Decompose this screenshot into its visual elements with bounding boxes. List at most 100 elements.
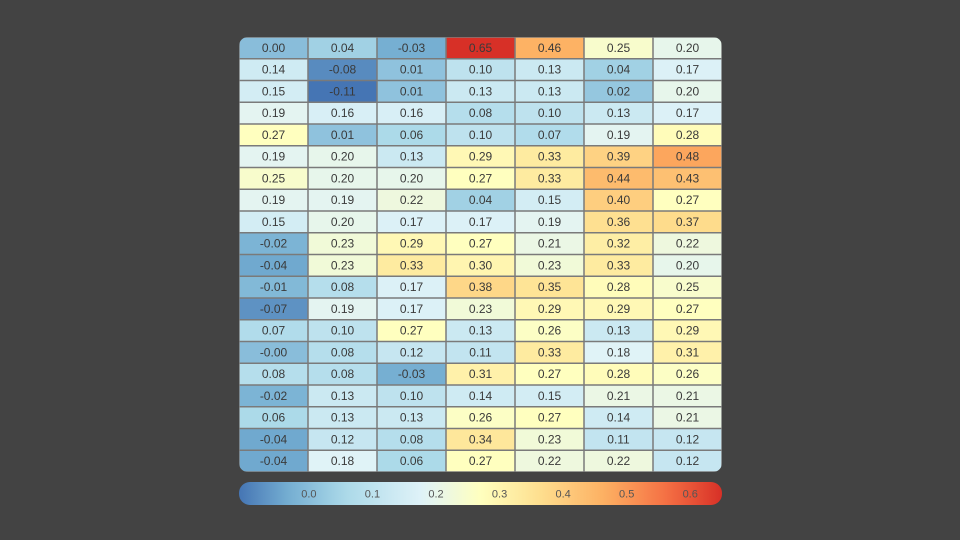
heatmap-cell-label: -0.02 (260, 389, 288, 403)
heatmap-cell-label: 0.39 (607, 150, 631, 164)
heatmap-cell-label: 0.27 (538, 411, 562, 425)
heatmap-cell-label: 0.04 (607, 63, 631, 77)
heatmap-cell-label: 0.21 (676, 389, 700, 403)
heatmap-cell-label: 0.07 (538, 128, 562, 142)
heatmap-cell-label: 0.06 (262, 411, 286, 425)
heatmap-cell-label: -0.08 (329, 63, 357, 77)
heatmap-cell (446, 429, 515, 450)
heatmap-cell-label: 0.23 (538, 432, 562, 446)
heatmap-cell-label: 0.08 (400, 432, 424, 446)
heatmap-cell-label: 0.33 (538, 150, 562, 164)
heatmap-cell-label: 0.12 (331, 432, 355, 446)
heatmap-cell (308, 255, 377, 276)
heatmap-cell (515, 233, 584, 254)
heatmap-cell (239, 298, 308, 319)
heatmap-cell (446, 146, 515, 167)
heatmap-cell (239, 59, 308, 80)
heatmap-cell (446, 233, 515, 254)
heatmap-cell (308, 385, 377, 406)
heatmap-cell-label: 0.13 (469, 324, 493, 338)
heatmap-cell-label: 0.19 (538, 215, 562, 229)
heatmap-cell-label: 0.17 (400, 302, 424, 316)
heatmap-cell (308, 298, 377, 319)
heatmap-cell-label: 0.17 (676, 106, 700, 120)
heatmap-cell-label: 0.21 (676, 411, 700, 425)
heatmap-cell (515, 81, 584, 102)
colorbar-tick-label: 0.3 (492, 489, 507, 501)
heatmap-cell-label: 0.10 (538, 106, 562, 120)
colorbar-gradient (239, 482, 722, 505)
heatmap-cell (446, 190, 515, 211)
heatmap-cell-label: 0.19 (262, 106, 286, 120)
heatmap-cell (653, 81, 722, 102)
heatmap-cell-label: 0.27 (262, 128, 286, 142)
heatmap-cell (239, 81, 308, 102)
heatmap-cell (584, 298, 653, 319)
heatmap-cell-label: 0.15 (538, 193, 562, 207)
heatmap-cell (653, 233, 722, 254)
heatmap-cell (584, 451, 653, 472)
heatmap-cell (446, 342, 515, 363)
heatmap-cell-label: 0.36 (607, 215, 631, 229)
colorbar-tick-label: 0.4 (555, 489, 570, 501)
heatmap-cell (308, 168, 377, 189)
heatmap-cell (515, 298, 584, 319)
heatmap-cell (308, 211, 377, 232)
heatmap-cell-label: 0.08 (469, 106, 493, 120)
heatmap-cell (239, 385, 308, 406)
heatmap-cell (377, 407, 446, 428)
heatmap-cell (515, 103, 584, 124)
heatmap-cell (515, 320, 584, 341)
heatmap-cell (308, 124, 377, 145)
heatmap-cell (653, 103, 722, 124)
heatmap-cell-label: 0.40 (607, 193, 631, 207)
heatmap-cell-label: 0.29 (607, 302, 631, 316)
heatmap-cell (653, 277, 722, 298)
heatmap-cell (377, 320, 446, 341)
heatmap-cell-label: 0.34 (469, 432, 493, 446)
heatmap-cell-label: 0.26 (469, 411, 493, 425)
heatmap-cell-label: -0.01 (260, 280, 288, 294)
heatmap-cell (653, 146, 722, 167)
heatmap-cell-label: 0.14 (469, 389, 493, 403)
heatmap-cell-label: 0.44 (607, 171, 631, 185)
heatmap-cell-label: 0.26 (538, 324, 562, 338)
heatmap-cell (239, 277, 308, 298)
heatmap-cell (239, 451, 308, 472)
heatmap-cell-label: 0.10 (331, 324, 355, 338)
heatmap-cell-label: 0.23 (331, 237, 355, 251)
heatmap-cell-label: 0.27 (469, 237, 493, 251)
heatmap-cell (239, 342, 308, 363)
heatmap-cell-label: 0.08 (331, 367, 355, 381)
heatmap-cell-label: 0.26 (676, 367, 700, 381)
heatmap-cell-label: 0.33 (400, 258, 424, 272)
heatmap-cell (239, 407, 308, 428)
heatmap-cell (584, 233, 653, 254)
heatmap-cell-label: 0.25 (262, 171, 286, 185)
heatmap-cell (377, 124, 446, 145)
heatmap-cell (377, 298, 446, 319)
heatmap-cell-label: -0.11 (329, 84, 356, 98)
heatmap-cell (515, 211, 584, 232)
heatmap-cell-label: 0.15 (538, 389, 562, 403)
heatmap-cell-label: 0.27 (469, 454, 493, 468)
heatmap-cell-label: 0.06 (400, 454, 424, 468)
heatmap-cell-label: -0.00 (260, 345, 288, 359)
heatmap-cell (653, 190, 722, 211)
heatmap-cell-label: 0.13 (538, 63, 562, 77)
heatmap-cell (515, 37, 584, 58)
heatmap-cell-label: 0.13 (400, 150, 424, 164)
heatmap-cell (653, 37, 722, 58)
heatmap-cell-label: 0.27 (469, 171, 493, 185)
heatmap-cell-label: -0.04 (260, 432, 288, 446)
heatmap-cell-label: 0.19 (607, 128, 631, 142)
heatmap-cell (584, 168, 653, 189)
heatmap-cell (653, 385, 722, 406)
heatmap-cell (653, 320, 722, 341)
heatmap-cell (584, 385, 653, 406)
heatmap-cell (446, 124, 515, 145)
heatmap-cell-label: 0.04 (469, 193, 493, 207)
heatmap-cell (377, 342, 446, 363)
heatmap-cell-label: 0.23 (538, 258, 562, 272)
heatmap-cell (308, 277, 377, 298)
